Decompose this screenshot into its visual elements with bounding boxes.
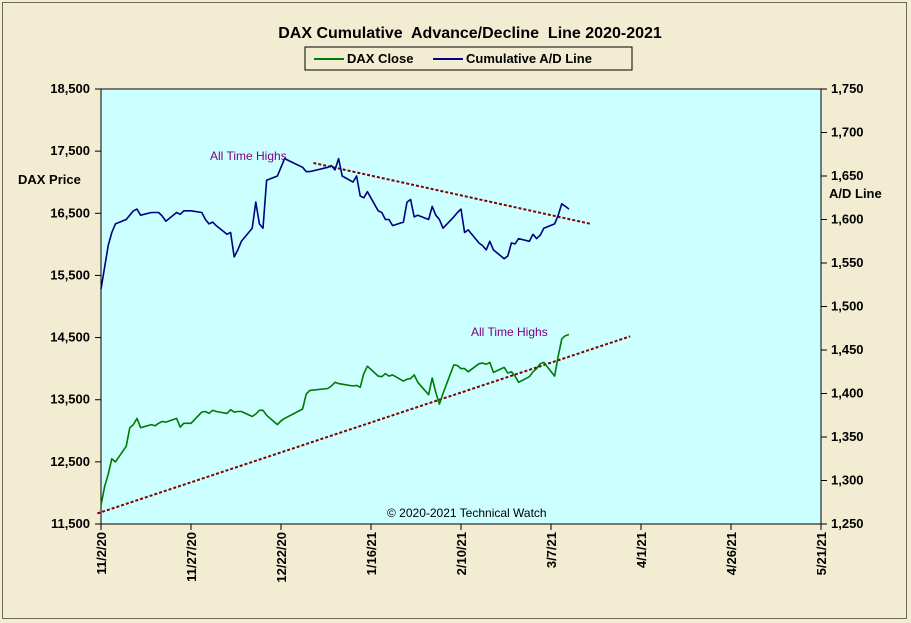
y-right-tick-label: 1,550 [831, 255, 864, 270]
series-line-cumulative-ad [100, 157, 570, 290]
x-tick-label: 5/21/21 [814, 532, 829, 575]
y-left-tick-label: 16,500 [50, 205, 90, 220]
x-tick-label: 3/7/21 [544, 532, 559, 568]
y-left-tick-label: 11,500 [51, 516, 90, 531]
series-line-dax-close [100, 333, 570, 506]
y-left-tick-label: 12,500 [50, 454, 90, 469]
legend-label-ad-line: Cumulative A/D Line [466, 51, 592, 66]
trendline-ad-resistance [313, 161, 591, 225]
annotation-ad-all-time-highs: All Time Highs [210, 149, 287, 163]
x-tick-label: 2/10/21 [454, 532, 469, 575]
y-right-tick-label: 1,650 [831, 168, 864, 183]
trendline-dax-support [97, 335, 631, 515]
y-right-tick-label: 1,500 [831, 299, 864, 314]
copyright-text: © 2020-2021 Technical Watch [387, 506, 547, 520]
legend: DAX Close Cumulative A/D Line [304, 46, 633, 71]
y-right-tick-label: 1,600 [831, 212, 864, 227]
y-right-tick-label: 1,700 [831, 125, 864, 140]
chart-title: DAX Cumulative Advance/Decline Line 2020… [278, 25, 662, 42]
legend-box [304, 46, 633, 71]
x-tick-label: 1/16/21 [364, 532, 379, 575]
y-left-tick-label: 17,500 [50, 143, 90, 158]
y-left-tick-label: 15,500 [50, 267, 90, 282]
y-right-tick-label: 1,750 [831, 81, 864, 96]
y-left-tick-label: 13,500 [50, 392, 90, 407]
y-right-axis-label: A/D Line [829, 186, 882, 201]
y-right-tick-label: 1,350 [831, 429, 864, 444]
x-tick-label: 11/27/20 [184, 532, 199, 582]
y-left-tick-label: 14,500 [50, 330, 90, 345]
y-right-tick-label: 1,450 [831, 342, 864, 357]
x-tick-label: 4/26/21 [724, 532, 739, 575]
x-tick-label: 12/22/20 [274, 532, 289, 583]
y-right-tick-label: 1,250 [831, 516, 864, 531]
x-tick-label: 11/2/20 [94, 532, 109, 575]
y-right-tick-label: 1,300 [831, 473, 864, 488]
annotation-dax-all-time-highs: All Time Highs [471, 325, 548, 339]
y-left-tick-label: 18,500 [50, 81, 90, 96]
x-tick-label: 4/1/21 [634, 532, 649, 568]
legend-label-dax-close: DAX Close [347, 51, 413, 66]
y-right-tick-label: 1,400 [831, 386, 864, 401]
y-left-axis-label: DAX Price [18, 172, 81, 187]
plot-area [100, 88, 822, 525]
